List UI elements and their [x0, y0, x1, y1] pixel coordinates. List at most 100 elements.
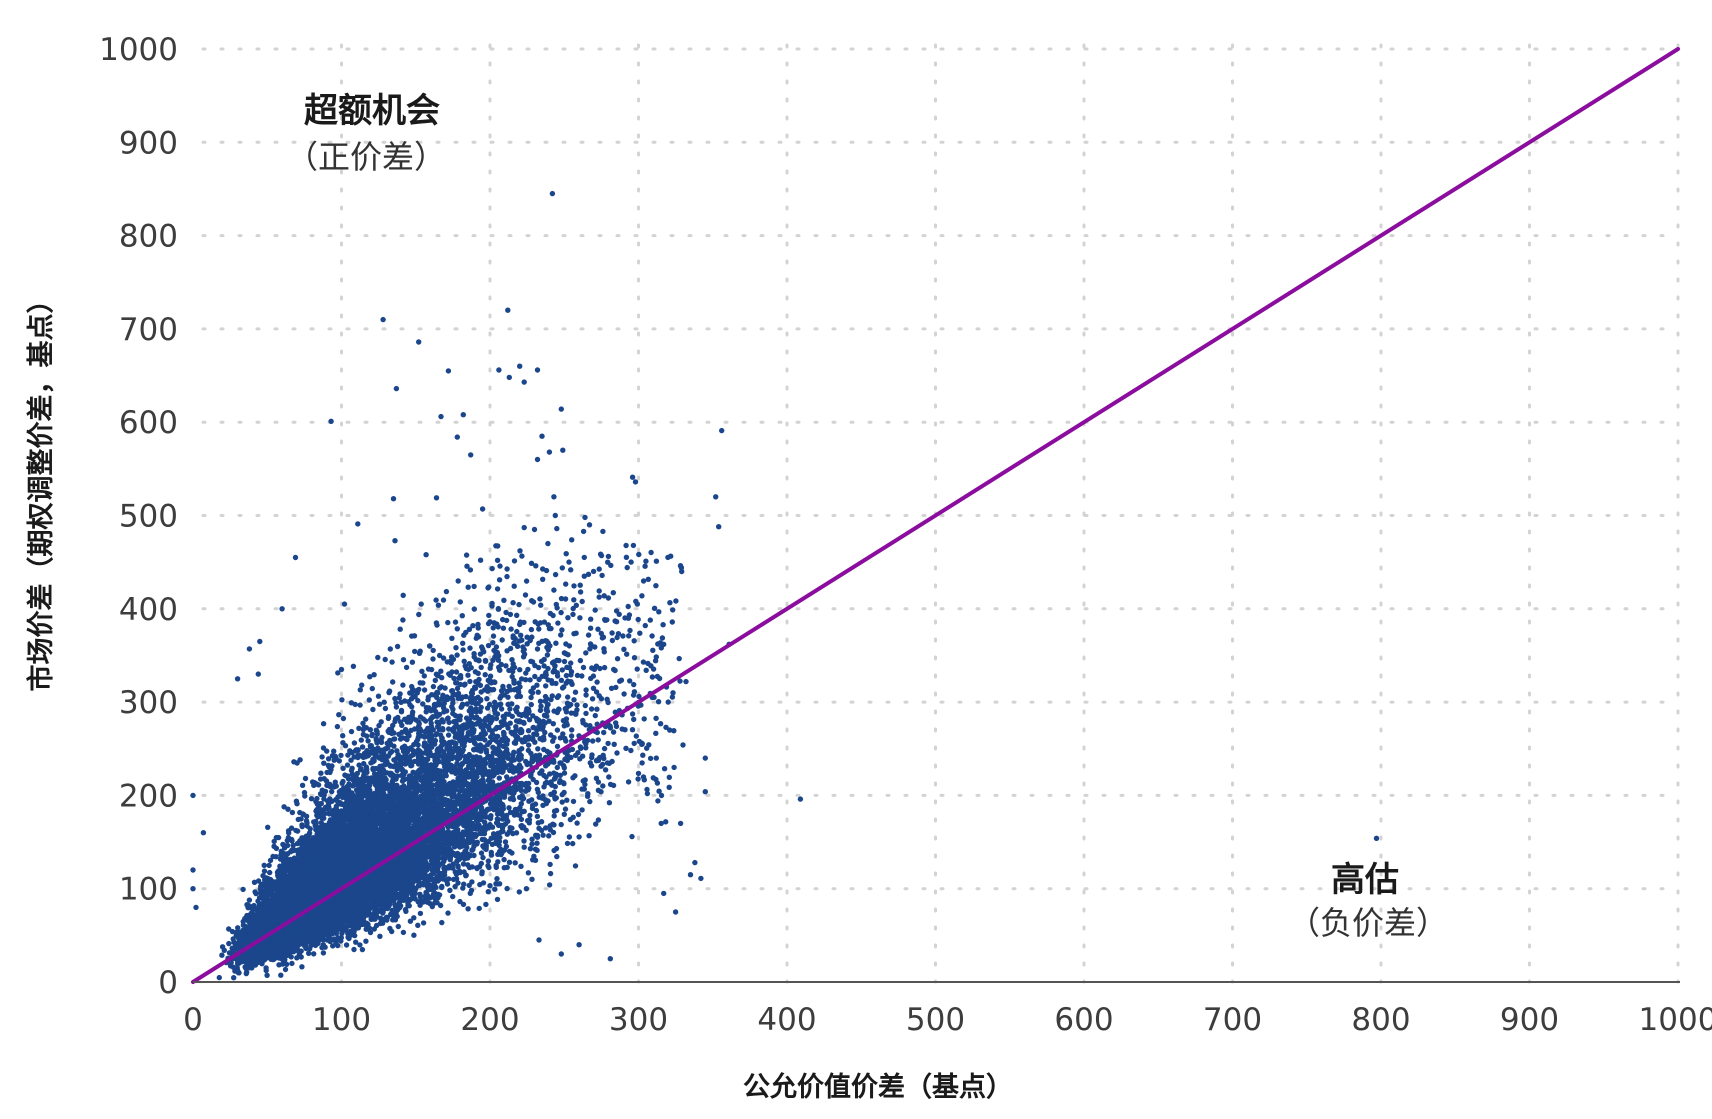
data-point: [595, 626, 601, 632]
data-point: [594, 706, 600, 712]
data-point: [670, 607, 676, 613]
data-point: [563, 581, 569, 587]
data-point: [559, 667, 565, 673]
data-point: [485, 858, 492, 864]
data-point: [518, 863, 524, 869]
data-point: [652, 658, 659, 664]
data-point: [555, 620, 561, 626]
data-point: [496, 881, 503, 887]
data-point: [624, 564, 630, 571]
data-point: [482, 672, 488, 678]
data-point: [546, 882, 553, 888]
data-point: [539, 768, 545, 774]
data-point: [377, 933, 383, 939]
data-point: [677, 678, 683, 684]
data-point: [306, 950, 312, 956]
data-point: [617, 678, 623, 684]
data-point: [479, 871, 485, 877]
data-point: [570, 611, 576, 618]
data-point: [642, 622, 648, 629]
data-point: [616, 611, 622, 617]
data-point: [574, 672, 581, 679]
data-point: [302, 775, 309, 782]
data-point: [656, 609, 662, 615]
data-point: [453, 645, 459, 651]
data-point: [517, 621, 523, 628]
data-point: [659, 635, 666, 641]
data-point: [588, 706, 595, 712]
data-point: [456, 788, 463, 794]
data-point: [338, 935, 344, 941]
data-point: [340, 740, 346, 746]
data-point: [400, 929, 407, 936]
data-point: [631, 655, 638, 661]
data-point: [509, 657, 515, 663]
data-point: [492, 886, 498, 892]
data-point: [336, 712, 342, 718]
data-point: [285, 806, 291, 812]
data-point: [596, 594, 602, 600]
data-point: [640, 578, 647, 584]
data-point: [390, 679, 396, 685]
data-point: [561, 684, 567, 690]
data-point: [480, 646, 486, 652]
data-point: [516, 889, 522, 895]
data-point: [537, 596, 543, 602]
data-point: [511, 680, 517, 686]
data-point: [350, 663, 357, 669]
data-point: [554, 727, 561, 733]
data-point: [579, 807, 585, 813]
data-point: [534, 813, 541, 820]
data-point: [623, 745, 629, 751]
data-point: [521, 844, 527, 850]
data-point: [216, 974, 222, 981]
data-point: [529, 836, 535, 842]
data-point: [595, 779, 602, 785]
data-point: [611, 741, 617, 747]
data-point: [563, 672, 570, 679]
data-point: [351, 946, 357, 953]
data-point: [558, 609, 564, 616]
data-point: [514, 612, 520, 618]
data-point: [516, 601, 522, 608]
data-point: [648, 549, 654, 556]
data-point: [631, 681, 637, 688]
data-point: [521, 838, 527, 844]
data-point: [551, 813, 557, 819]
data-point: [606, 800, 613, 806]
data-point: [480, 854, 486, 861]
data-point: [637, 630, 643, 636]
data-point: [543, 567, 550, 574]
data-point: [630, 542, 637, 549]
data-point: [556, 657, 562, 664]
data-point: [496, 775, 502, 781]
data-point: [395, 923, 401, 930]
data-point: [631, 740, 637, 747]
data-point: [553, 640, 559, 646]
data-point: [318, 770, 324, 776]
data-point: [547, 861, 553, 868]
data-point: [265, 824, 271, 830]
data-point: [525, 780, 532, 787]
data-point: [583, 745, 589, 751]
data-point: [568, 733, 575, 739]
data-point: [559, 627, 565, 633]
data-point: [610, 729, 617, 735]
data-point: [435, 602, 442, 608]
data-point: [246, 897, 253, 903]
data-point: [504, 774, 510, 780]
data-point: [580, 664, 587, 671]
data-point: [649, 633, 655, 639]
data-point: [411, 915, 417, 921]
data-point: [679, 568, 685, 575]
data-point: [577, 657, 584, 664]
data-point: [370, 706, 376, 713]
data-point: [231, 975, 237, 981]
data-point: [474, 632, 480, 638]
data-point: [669, 619, 675, 625]
data-point: [655, 699, 662, 705]
data-point: [518, 632, 524, 638]
data-point: [610, 590, 616, 596]
data-point: [558, 677, 565, 683]
data-point: [226, 926, 232, 932]
